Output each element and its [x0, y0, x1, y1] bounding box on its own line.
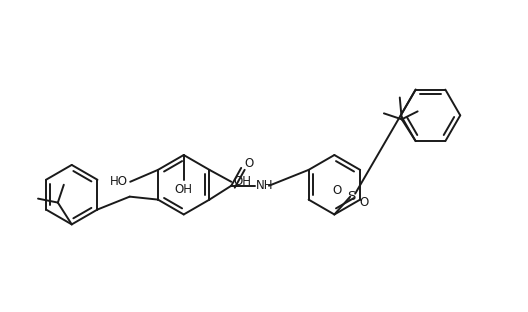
Text: S: S — [347, 190, 355, 203]
Text: NH: NH — [256, 179, 274, 192]
Text: OH: OH — [175, 183, 193, 196]
Text: O: O — [333, 184, 342, 197]
Text: OH: OH — [233, 175, 251, 188]
Text: HO: HO — [110, 175, 128, 188]
Text: O: O — [244, 158, 253, 170]
Text: O: O — [360, 196, 369, 209]
